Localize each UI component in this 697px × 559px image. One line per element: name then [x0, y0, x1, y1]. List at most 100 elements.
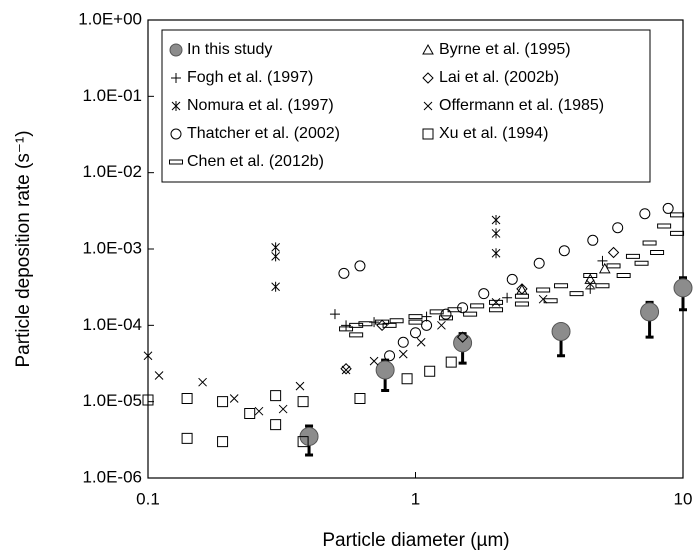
data-point: [491, 228, 501, 239]
data-point: [650, 249, 665, 255]
data-point: [438, 315, 453, 321]
data-point: [554, 283, 569, 289]
data-point: [229, 394, 239, 403]
data-point: [640, 302, 660, 322]
data-point: [181, 432, 193, 444]
data-point: [382, 322, 397, 328]
data-point: [410, 327, 422, 339]
legend-label: Offermann et al. (1985): [439, 97, 604, 114]
data-point: [634, 260, 649, 266]
data-point: [369, 356, 379, 366]
data-point: [662, 203, 674, 214]
data-point: [583, 272, 598, 278]
data-point: [181, 393, 193, 405]
data-point: [358, 321, 373, 327]
data-point: [416, 337, 426, 347]
data-point: [516, 284, 528, 295]
plot-frame: [147, 19, 684, 479]
legend-marker: [423, 101, 433, 111]
legend-label: In this study: [187, 41, 272, 58]
data-point: [349, 322, 364, 328]
data-point: [143, 350, 153, 361]
data-point: [142, 394, 154, 406]
data-point: [297, 396, 309, 408]
legend-label: Nomura et al. (1997): [187, 97, 334, 114]
data-point: [536, 287, 551, 293]
data-point: [424, 365, 436, 377]
data-point: [340, 363, 352, 375]
x-tick-label: 0.1: [136, 489, 160, 508]
data-point: [569, 291, 584, 297]
x-axis-label: Particle diameter (µm): [322, 530, 509, 551]
y-tick-label: 1.0E-01: [82, 86, 142, 105]
data-point: [470, 303, 485, 309]
data-point: [642, 240, 657, 246]
data-point: [670, 212, 685, 218]
y-tick-label: 1.0E+00: [78, 9, 142, 28]
data-point: [270, 419, 282, 431]
data-point: [339, 326, 354, 332]
data-point: [489, 299, 504, 305]
data-point: [217, 436, 229, 448]
legend-marker: [169, 43, 183, 57]
data-point: [616, 272, 631, 278]
data-point: [447, 307, 462, 313]
data-point: [639, 208, 651, 220]
data-point: [384, 350, 396, 362]
y-axis-label: Particle deposition rate (s⁻¹): [13, 130, 34, 367]
y-tick-label: 1.0E-02: [82, 162, 142, 181]
data-point: [349, 332, 364, 338]
data-point: [491, 298, 501, 307]
data-point: [329, 309, 340, 320]
data-point: [198, 377, 207, 387]
data-point: [491, 248, 501, 259]
data-point: [389, 318, 404, 324]
data-point: [585, 283, 596, 294]
data-point: [612, 222, 624, 234]
data-point: [254, 406, 264, 416]
data-point: [491, 214, 501, 225]
data-point: [558, 245, 570, 257]
data-point: [271, 281, 280, 292]
data-point: [514, 293, 529, 299]
x-tick-label: 1: [411, 489, 420, 508]
data-point: [606, 263, 621, 269]
data-point: [657, 223, 672, 229]
data-point: [299, 426, 319, 446]
data-point: [585, 279, 595, 289]
legend-label: Lai et al. (2002b): [439, 69, 559, 86]
y-tick-label: 1.0E-05: [82, 391, 142, 410]
data-point: [673, 278, 693, 298]
data-point: [375, 360, 395, 380]
data-point: [244, 407, 256, 419]
data-point: [154, 371, 164, 380]
data-point: [408, 314, 423, 320]
legend-label: Fogh et al. (1997): [187, 69, 313, 86]
data-point: [506, 273, 518, 285]
data-point: [271, 242, 280, 253]
legend-marker: [170, 128, 182, 140]
data-point: [489, 307, 504, 313]
data-point: [538, 294, 548, 304]
data-point: [607, 246, 620, 259]
data-point: [408, 319, 423, 325]
legend-label: Chen et al. (2012b): [187, 153, 324, 170]
data-point: [502, 292, 513, 303]
legend-marker: [422, 72, 434, 84]
data-point: [398, 349, 408, 359]
legend-marker: [422, 128, 434, 140]
data-point: [595, 283, 610, 289]
legend-label: Byrne et al. (1995): [439, 41, 571, 58]
data-point: [597, 255, 608, 266]
data-point: [670, 230, 685, 236]
data-point: [437, 320, 446, 330]
data-point: [271, 251, 280, 262]
y-tick-label: 1.0E-03: [82, 238, 142, 257]
legend-marker: [169, 159, 183, 165]
data-point: [514, 301, 529, 307]
data-point: [456, 331, 469, 343]
data-point: [445, 356, 457, 368]
data-point: [625, 253, 640, 259]
